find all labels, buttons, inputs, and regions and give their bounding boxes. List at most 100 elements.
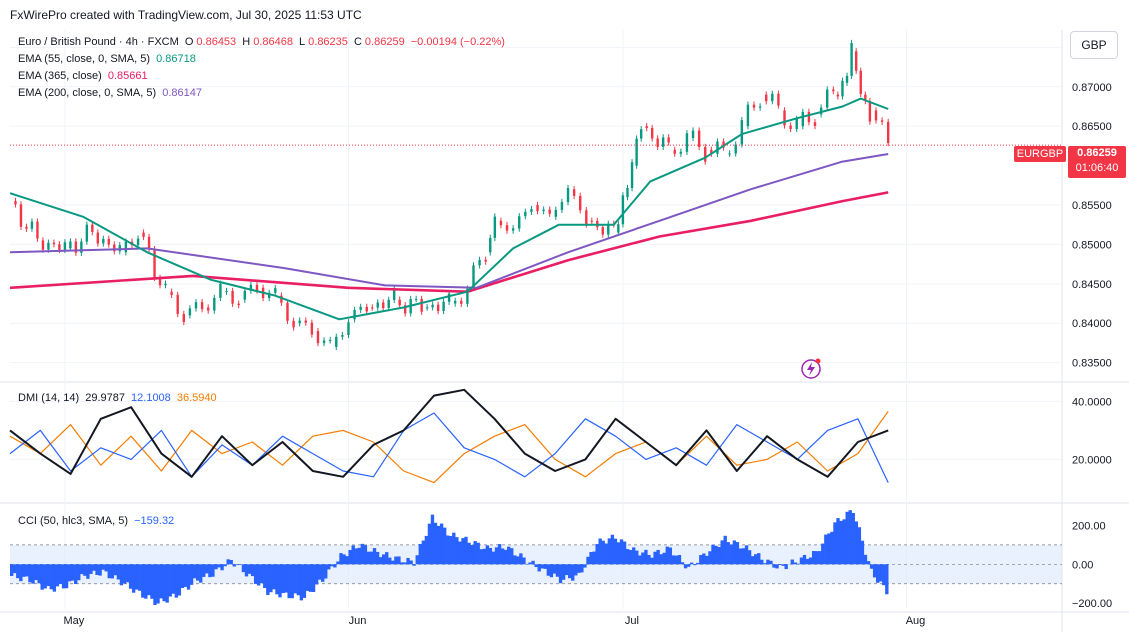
cci-bar (333, 564, 337, 568)
cci-bar (83, 564, 87, 576)
cci-bar (683, 564, 688, 569)
cci-bar (284, 564, 288, 593)
cci-bar (619, 539, 624, 565)
candle-body (310, 322, 314, 335)
candle-body (661, 137, 665, 147)
candle-body (635, 138, 638, 166)
cci-bar (879, 564, 883, 582)
cci-bar (485, 545, 490, 565)
cci-bar (336, 561, 340, 565)
ema365-legend[interactable]: EMA (365, close) 0.85661 (18, 70, 151, 82)
candle-body (231, 290, 234, 304)
candle-body (679, 151, 683, 154)
cci-bar (363, 545, 368, 565)
candle-body (387, 299, 390, 308)
candle-body (524, 211, 527, 217)
cci-bar (616, 542, 621, 565)
candle-body (19, 204, 23, 227)
cci-legend[interactable]: CCI (50, hlc3, SMA, 5) −159.32 (18, 515, 177, 527)
cci-bar (400, 562, 404, 565)
cci-bar (214, 564, 218, 570)
cci-bar (208, 564, 212, 578)
cci-bar (574, 564, 578, 576)
ema55-legend[interactable]: EMA (55, close, 0, SMA, 5) 0.86718 (18, 53, 199, 65)
cci-bar (354, 548, 358, 565)
cci-bar (833, 522, 837, 565)
candle-body (335, 336, 338, 347)
cci-bar (866, 561, 871, 565)
cci-bar (784, 564, 788, 570)
cci-bar (260, 564, 264, 584)
candle-body (353, 309, 356, 320)
cci-bar (95, 564, 99, 575)
dmi-legend[interactable]: DMI (14, 14) 29.9787 12.1008 36.5940 (18, 392, 220, 404)
cci-bar (52, 564, 57, 592)
candle-body (63, 242, 67, 250)
cci-bar (433, 522, 438, 565)
cci-bar (64, 564, 69, 589)
cci-bar (229, 559, 233, 565)
candle-body (484, 259, 487, 262)
ema200-legend[interactable]: EMA (200, close, 0, SMA, 5) 0.86147 (18, 87, 205, 99)
candle-body (207, 307, 210, 311)
high-label: H (242, 36, 251, 48)
cci-bar (287, 564, 291, 599)
cci-bar (446, 535, 450, 565)
candle-body (91, 224, 94, 233)
candle-body (685, 133, 689, 152)
cci-bar (177, 564, 182, 596)
candle-body (499, 220, 503, 226)
candle-body (813, 122, 817, 126)
cci-bar (317, 564, 322, 580)
price-tick-label: 0.84500 (1072, 279, 1112, 291)
cci-bar (165, 564, 169, 603)
cci-bar (693, 564, 697, 566)
cci-bar (70, 564, 75, 581)
candle-body (447, 293, 451, 302)
cci-bar (491, 551, 496, 565)
alert-dot-icon (815, 358, 821, 364)
cci-bar (613, 538, 618, 565)
cci-bar (31, 564, 35, 584)
cci-bar (717, 547, 721, 565)
candle-body (243, 290, 246, 300)
candle-body (765, 94, 768, 102)
candle-body (376, 302, 379, 308)
candle-body (697, 130, 701, 147)
cci-bar (339, 553, 343, 565)
cci-bar (61, 564, 66, 589)
cci-bar (199, 564, 203, 583)
ema55-label: EMA (55, close, 0, SMA, 5) (18, 53, 151, 65)
candle-body (807, 111, 811, 123)
cci-bar (293, 564, 297, 594)
cci-bar (394, 556, 398, 565)
price-tick-label: 0.85500 (1072, 200, 1112, 212)
candle-body (548, 209, 551, 214)
cci-bar (442, 527, 447, 565)
currency-button[interactable]: GBP (1070, 31, 1118, 59)
cci-bar (854, 521, 858, 565)
cci-bar (580, 564, 584, 573)
candle-body (219, 283, 222, 298)
candle-body (617, 224, 620, 233)
cci-bar (656, 549, 660, 565)
candle-body (789, 125, 792, 129)
price-tag: 0.86259 01:06:40 (1068, 146, 1126, 178)
cci-bar (674, 555, 679, 565)
cci-bar (391, 560, 395, 565)
cci-bar (263, 564, 267, 588)
cci-bar (650, 557, 654, 565)
cci-bar (607, 538, 612, 565)
cci-bar (342, 554, 346, 565)
cci-bar (540, 564, 544, 569)
last-price: 0.86259 (1077, 147, 1117, 159)
cci-bar (586, 556, 590, 565)
cci-bar (796, 563, 801, 565)
candle-body (14, 201, 17, 205)
time-tick-label: Jun (349, 615, 367, 627)
cci-bar (269, 564, 273, 593)
candle-body (868, 101, 872, 122)
candle-body (621, 195, 625, 225)
candle-body (836, 94, 840, 97)
